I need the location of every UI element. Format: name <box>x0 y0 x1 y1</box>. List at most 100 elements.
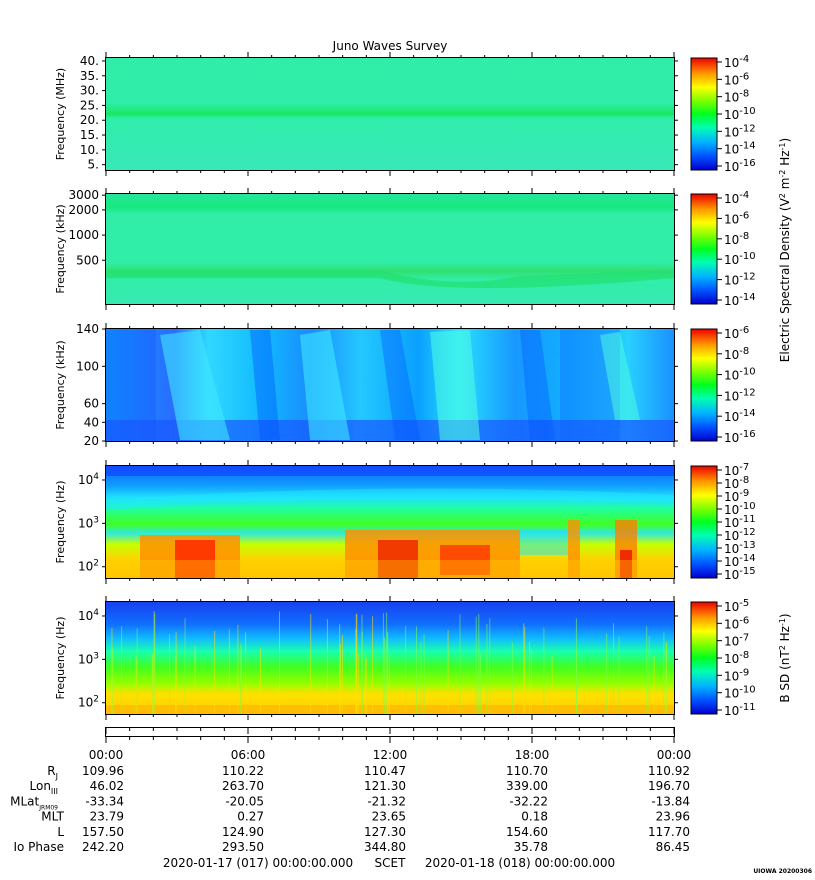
p4-colorbar-label: 10-12 <box>724 527 756 543</box>
p5-ytick-label: 103 <box>78 651 99 666</box>
ephemeris-value: 154.60 <box>506 825 548 839</box>
ephemeris-value: 344.80 <box>364 840 406 854</box>
ephemeris-value: 121.30 <box>364 779 406 793</box>
p5-ytick-label: 102 <box>78 695 99 710</box>
p3-colorbar-label: 10-6 <box>724 325 749 341</box>
p3-colorbar-label: 10-16 <box>724 429 756 445</box>
p3-colorbar-label: 10-12 <box>724 387 756 403</box>
figure-title: Juno Waves Survey <box>332 39 448 53</box>
p5-colorbar-label: 10-7 <box>724 633 749 649</box>
p1-colorbar-label: 10-6 <box>724 71 749 87</box>
footer-end-time: 2020-01-18 (018) 00:00:00.000 <box>425 856 615 870</box>
ephemeris-label: LonIII <box>30 779 59 796</box>
time-tick-label: 18:00 <box>515 748 550 762</box>
p2-colorbar-label: 10-12 <box>724 272 756 288</box>
panel-1-image <box>106 58 674 170</box>
ephemeris-value: 86.45 <box>656 840 690 854</box>
p2-colorbar-label: 10-8 <box>724 231 749 247</box>
p2-ytick-label: 500 <box>76 253 99 267</box>
electric-colorbar-label: Electric Spectral Density (V2 m-2 Hz-1) <box>778 138 792 362</box>
p3-ytick-label: 60 <box>84 397 99 411</box>
ephemeris-value: 263.70 <box>222 779 264 793</box>
p4-colorbar-label: 10-14 <box>724 553 756 569</box>
ephemeris-value: 339.00 <box>506 779 548 793</box>
p2-ylabel: Frequency (kHz) <box>54 204 67 293</box>
p3-ytick-label: 100 <box>76 359 99 373</box>
ephemeris-value: 110.22 <box>222 764 264 778</box>
p5-colorbar-label: 10-11 <box>724 702 756 718</box>
p4-colorbar-label: 10-8 <box>724 475 749 491</box>
p1-colorbar-label: 10-16 <box>724 158 756 174</box>
ephemeris-value: 110.92 <box>648 764 690 778</box>
p5-colorbar-label: 10-6 <box>724 615 749 631</box>
p1-ytick-label: 5. <box>88 158 99 172</box>
p5-colorbar-label: 10-10 <box>724 685 756 701</box>
time-tick-label: 00:00 <box>657 748 692 762</box>
p1-ytick-label: 20. <box>80 113 99 127</box>
ephemeris-value: 110.70 <box>506 764 548 778</box>
p1-colorbar-label: 10-4 <box>724 54 749 70</box>
p1-ylabel: Frequency (MHz) <box>54 68 67 160</box>
p2-ytick-label: 3000 <box>68 188 99 202</box>
p1-ytick-label: 10. <box>80 143 99 157</box>
p2-ytick-label: 2000 <box>68 203 99 217</box>
ephemeris-label: Io Phase <box>13 840 64 854</box>
ephemeris-value: 242.20 <box>82 840 124 854</box>
ephemeris-value: 196.70 <box>648 779 690 793</box>
colorbars <box>690 57 718 715</box>
ephemeris-value: 157.50 <box>82 825 124 839</box>
p1-ytick-label: 15. <box>80 128 99 142</box>
p4-ytick-label: 104 <box>78 472 99 487</box>
ephemeris-value: -20.05 <box>225 794 264 808</box>
p5-ylabel: Frequency (Hz) <box>54 617 67 700</box>
p1-ytick-label: 35. <box>80 69 99 83</box>
ephemeris-value: -13.84 <box>651 794 690 808</box>
ephemeris-value: 46.02 <box>90 779 124 793</box>
time-tick-label: 06:00 <box>231 748 266 762</box>
ephemeris-value: 0.18 <box>521 810 548 824</box>
p1-ytick-label: 30. <box>80 84 99 98</box>
p4-ytick-label: 103 <box>78 515 99 530</box>
p5-colorbar-label: 10-5 <box>724 598 749 614</box>
ephemeris-value: 124.90 <box>222 825 264 839</box>
ephemeris-value: 23.96 <box>656 810 690 824</box>
ephemeris-label: MLatJRM09 <box>10 794 58 811</box>
ephemeris-value: 35.78 <box>514 840 548 854</box>
p1-colorbar-label: 10-10 <box>724 106 756 122</box>
panel-4-texture <box>106 466 674 578</box>
ephemeris-value: -21.32 <box>367 794 406 808</box>
ephemeris-value: 23.65 <box>372 810 406 824</box>
panel-2-image <box>106 194 674 304</box>
p5-colorbar-label: 10-8 <box>724 650 749 666</box>
p1-ytick-label: 40. <box>80 54 99 68</box>
ephemeris-value: 117.70 <box>648 825 690 839</box>
p4-ylabel: Frequency (Hz) <box>54 481 67 564</box>
ephemeris-value: 293.50 <box>222 840 264 854</box>
ephemeris-value: 127.30 <box>364 825 406 839</box>
p4-colorbar-label: 10-11 <box>724 514 756 530</box>
axes-layer: Frequency (MHz) 40.35.30.25.20.15.10.5. Fr… <box>10 52 756 854</box>
p4-colorbar-label: 10-13 <box>724 540 756 556</box>
ephemeris-value: 23.79 <box>90 810 124 824</box>
p4-colorbar-label: 10-15 <box>724 566 756 582</box>
uiowa-stamp: UIOWA 20200306 <box>753 868 812 875</box>
ephemeris-value: 109.96 <box>82 764 124 778</box>
p2-colorbar-label: 10-4 <box>724 190 749 206</box>
p1-colorbar-label: 10-12 <box>724 123 756 139</box>
footer-start-time: 2020-01-17 (017) 00:00:00.000 <box>163 856 353 870</box>
time-tick-label: 00:00 <box>89 748 124 762</box>
p3-colorbar-label: 10-8 <box>724 346 749 362</box>
p2-colorbar-label: 10-14 <box>724 292 756 308</box>
ephemeris-value: -33.34 <box>85 794 124 808</box>
ephemeris-label: MLT <box>41 810 64 824</box>
footer-scet: SCET <box>375 856 407 870</box>
p2-ytick-label: 1000 <box>68 228 99 242</box>
ephemeris-value: 110.47 <box>364 764 406 778</box>
p4-colorbar-label: 10-10 <box>724 501 756 517</box>
p5-colorbar-label: 10-9 <box>724 667 749 683</box>
p3-ytick-label: 140 <box>76 322 99 336</box>
panel-3-texture <box>106 329 674 441</box>
magnetic-colorbar-label: B SD (nT2 Hz-1) <box>778 613 792 702</box>
ephemeris-label: RJ <box>47 764 58 781</box>
